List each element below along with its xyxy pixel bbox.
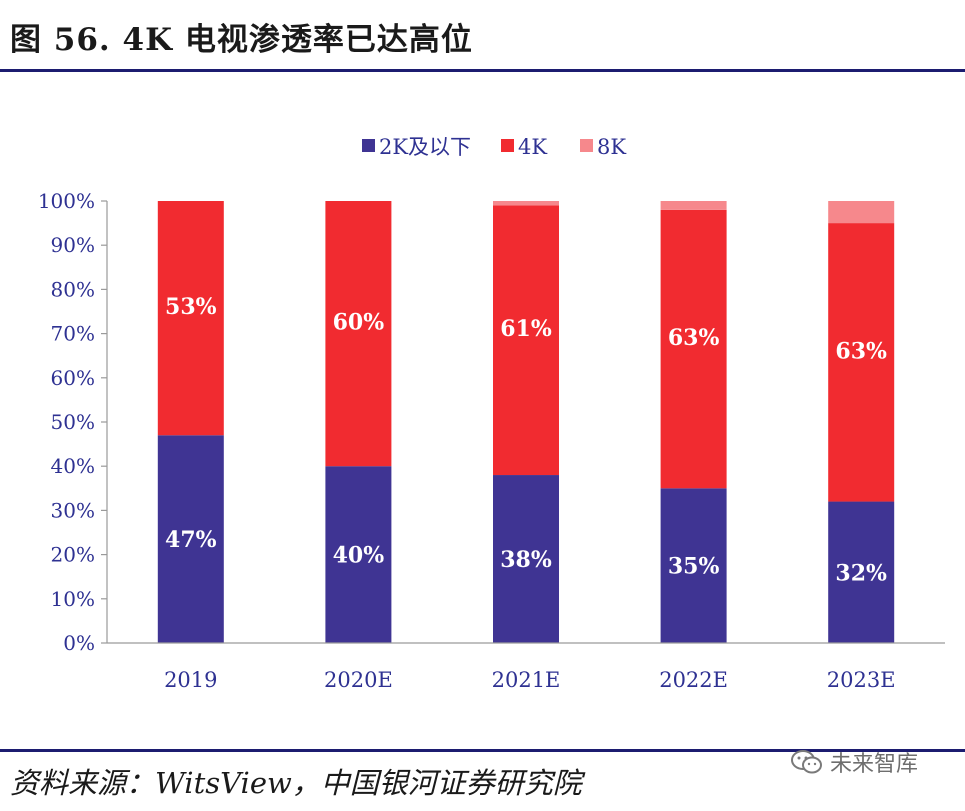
data-label: 63% [668, 325, 720, 351]
x-tick-label: 2023E [827, 668, 896, 692]
bar-2k [493, 475, 559, 643]
bar-4k [493, 205, 559, 476]
source-note: 资料来源：WitsView，中国银河证券研究院 [10, 766, 582, 800]
data-label: 63% [835, 338, 887, 364]
bar-8k [493, 201, 559, 206]
data-label: 32% [835, 560, 887, 586]
y-tick-label: 70% [51, 322, 95, 346]
y-tick-label: 100% [38, 189, 95, 213]
bar-4k [660, 209, 727, 489]
legend: 2K及以下 4K 8K [362, 135, 626, 159]
page-title: 图 56. 4K 电视渗透率已达高位 [10, 22, 473, 58]
data-label: 60% [333, 310, 385, 336]
legend-label: 2K及以下 [379, 135, 471, 159]
watermark: 未来智库 [790, 746, 918, 778]
bar-2k [157, 435, 224, 643]
legend-label: 4K [518, 135, 547, 159]
footer-rule [0, 749, 965, 752]
bars: 47% 53% 40% 60% 38% 61% 35% 63% 32% 63% [157, 201, 895, 643]
y-tick-label: 80% [51, 277, 95, 301]
data-label: 40% [333, 543, 385, 569]
legend-swatch-8k [580, 139, 593, 152]
bar-4k [157, 201, 224, 436]
stacked-bar-chart: 2K及以下 4K 8K 0% 10% 20% 30% 40% 50% 60% 70% 80% 90% 1… [38, 135, 945, 692]
data-label: 53% [165, 294, 217, 320]
y-tick-label: 0% [63, 631, 95, 655]
legend-swatch-2k [362, 139, 375, 152]
y-tick-label: 90% [51, 233, 95, 257]
data-label: 61% [500, 316, 552, 342]
data-label: 47% [165, 527, 217, 553]
wechat-icon [791, 750, 822, 774]
bar-2k [828, 501, 895, 643]
legend-swatch-4k [501, 139, 514, 152]
legend-label: 8K [597, 135, 626, 159]
x-tick-label: 2020E [324, 668, 393, 692]
bar-2k [325, 466, 392, 643]
y-axis: 0% 10% 20% 30% 40% 50% 60% 70% 80% 90% 100% [38, 189, 108, 655]
bar-4k [828, 223, 895, 502]
x-axis: 2019 2020E 2021E 2022E 2023E [107, 642, 945, 692]
bar-8k [660, 201, 727, 210]
y-tick-label: 10% [51, 587, 95, 611]
x-tick-label: 2022E [659, 668, 728, 692]
y-tick-label: 60% [51, 366, 95, 390]
y-tick-label: 20% [51, 543, 95, 567]
title-rule [0, 69, 965, 72]
data-label: 35% [668, 554, 720, 580]
x-tick-label: 2019 [164, 668, 217, 692]
x-tick-label: 2021E [492, 668, 561, 692]
data-label: 38% [500, 547, 552, 573]
y-tick-label: 50% [51, 410, 95, 434]
y-tick-label: 40% [51, 454, 95, 478]
bar-2k [660, 488, 727, 643]
watermark-text: 未来智库 [830, 752, 919, 777]
bar-8k [828, 201, 895, 224]
y-tick-label: 30% [51, 498, 95, 522]
bar-4k [325, 201, 392, 467]
